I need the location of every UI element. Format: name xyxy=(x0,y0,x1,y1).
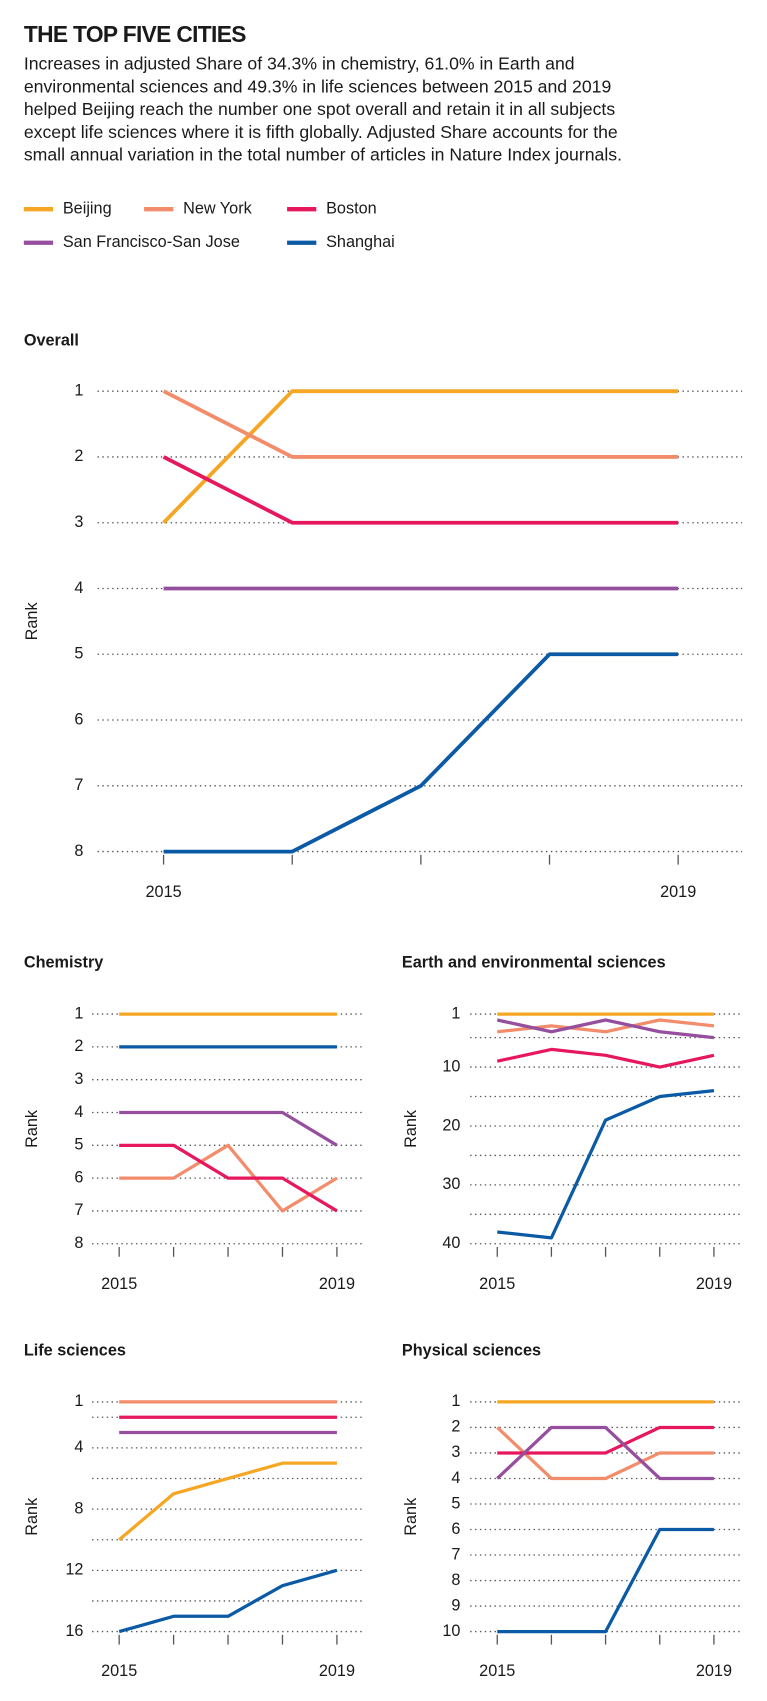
chart-title: Life sciences xyxy=(24,1341,126,1359)
series-line xyxy=(497,1527,714,1634)
page-title: THE TOP FIVE CITIES xyxy=(24,21,246,47)
series-line xyxy=(163,652,679,854)
y-axis-label: Rank xyxy=(23,1497,41,1536)
x-tick-label: 2019 xyxy=(696,1275,732,1293)
y-tick-label: 7 xyxy=(74,1201,83,1219)
chart-title: Earth and environmental sciences xyxy=(402,953,666,971)
y-tick-label: 5 xyxy=(74,645,83,663)
y-axis-label: Rank xyxy=(23,1109,41,1148)
y-tick-label: 30 xyxy=(442,1175,460,1193)
legend-label: Beijing xyxy=(63,199,112,217)
chart-title: Physical sciences xyxy=(402,1341,541,1359)
y-tick-label: 1 xyxy=(451,1004,460,1022)
y-tick-label: 2 xyxy=(74,1037,83,1055)
y-axis-label: Rank xyxy=(402,1497,420,1536)
series-line xyxy=(497,1425,714,1455)
description-line: Increases in adjusted Share of 34.3% in … xyxy=(24,54,575,74)
y-tick-label: 2 xyxy=(74,447,83,465)
series-line xyxy=(162,389,679,459)
y-axis-label: Rank xyxy=(402,1109,420,1148)
y-tick-label: 3 xyxy=(74,1070,83,1088)
series-line xyxy=(118,1568,338,1634)
series-line xyxy=(119,1143,338,1213)
series-line xyxy=(496,1047,715,1069)
description-line: small annual variation in the total numb… xyxy=(24,145,622,165)
series-line xyxy=(162,455,679,525)
y-tick-label: 3 xyxy=(451,1443,460,1461)
x-tick-label: 2019 xyxy=(319,1662,355,1680)
y-tick-label: 1 xyxy=(451,1392,460,1410)
chart-title: Overall xyxy=(24,332,79,350)
x-tick-label: 2015 xyxy=(146,883,182,901)
y-tick-label: 7 xyxy=(451,1545,460,1563)
y-tick-label: 16 xyxy=(65,1622,83,1640)
y-tick-label: 6 xyxy=(451,1520,460,1538)
x-tick-label: 2015 xyxy=(101,1275,137,1293)
series-line xyxy=(119,1143,338,1213)
x-tick-label: 2015 xyxy=(479,1275,515,1293)
y-tick-label: 4 xyxy=(451,1469,460,1487)
legend-label: New York xyxy=(183,199,253,217)
chart-title: Chemistry xyxy=(24,953,103,971)
y-tick-label: 8 xyxy=(451,1571,460,1589)
legend-label: Boston xyxy=(326,199,377,217)
y-tick-label: 7 xyxy=(74,776,83,794)
y-tick-label: 8 xyxy=(74,1234,83,1252)
y-tick-label: 5 xyxy=(74,1136,83,1154)
y-tick-label: 6 xyxy=(74,1168,83,1186)
y-tick-label: 20 xyxy=(442,1116,460,1134)
y-tick-label: 1 xyxy=(74,1392,83,1410)
y-tick-label: 10 xyxy=(442,1057,460,1075)
series-line xyxy=(118,1461,337,1541)
y-axis-label: Rank xyxy=(23,602,41,641)
series-line xyxy=(497,1089,715,1240)
x-tick-label: 2019 xyxy=(696,1662,732,1680)
series-line xyxy=(496,1426,714,1481)
y-tick-label: 8 xyxy=(74,842,83,860)
y-tick-label: 40 xyxy=(442,1234,460,1252)
series-line xyxy=(119,1110,338,1147)
y-tick-label: 4 xyxy=(74,579,83,597)
y-tick-label: 12 xyxy=(65,1561,83,1579)
y-tick-label: 2 xyxy=(451,1418,460,1436)
y-tick-label: 3 xyxy=(74,513,83,531)
y-tick-label: 8 xyxy=(74,1499,83,1517)
y-tick-label: 4 xyxy=(74,1438,83,1456)
description-line: helped Beijing reach the number one spot… xyxy=(24,99,616,119)
y-tick-label: 5 xyxy=(451,1494,460,1512)
y-tick-label: 4 xyxy=(74,1103,83,1121)
y-tick-label: 10 xyxy=(442,1622,460,1640)
x-tick-label: 2015 xyxy=(479,1662,515,1680)
x-tick-label: 2015 xyxy=(101,1662,137,1680)
series-line xyxy=(496,1018,715,1040)
legend-label: Shanghai xyxy=(326,233,395,251)
y-tick-label: 9 xyxy=(451,1596,460,1614)
y-tick-label: 1 xyxy=(74,381,83,399)
description-line: except life sciences where it is fifth g… xyxy=(24,122,618,142)
x-tick-label: 2019 xyxy=(660,883,696,901)
description-line: environmental sciences and 49.3% in life… xyxy=(24,76,611,96)
legend-label: San Francisco-San Jose xyxy=(63,233,240,251)
y-tick-label: 1 xyxy=(74,1004,83,1022)
series-line xyxy=(496,1425,714,1481)
x-tick-label: 2019 xyxy=(319,1275,355,1293)
y-tick-label: 6 xyxy=(74,710,83,728)
